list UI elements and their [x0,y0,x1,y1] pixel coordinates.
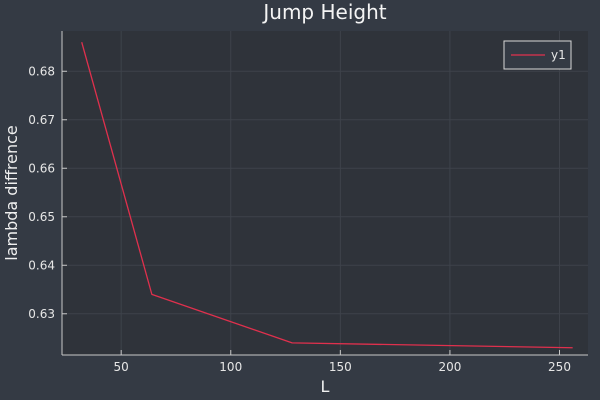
x-tick-label: 200 [438,360,461,374]
x-tick-label: 100 [219,360,242,374]
y-tick-label: 0.68 [28,64,55,78]
series [81,41,573,349]
y-axis-label: lambda diffrence [2,125,21,261]
tick-labels: 50 100 150 200 250 0.63 0.64 0.65 0.66 0.67 0.68 [28,64,571,374]
y-tick-label: 0.63 [28,307,55,321]
x-tick-label: 150 [329,360,352,374]
plot-area [62,31,588,355]
axes [61,31,588,356]
series-line-y1 [81,41,573,349]
x-axis-label: L [321,377,330,396]
legend: y1 [503,40,572,70]
x-tick-label: 50 [114,360,129,374]
chart-title: Jump Height [261,0,386,24]
y-tick-label: 0.66 [28,161,55,175]
grid [62,31,588,355]
y-tick-label: 0.65 [28,210,55,224]
y-tick-label: 0.64 [28,258,55,272]
legend-label-y1: y1 [551,48,566,62]
y-tick-label: 0.67 [28,113,55,127]
x-tick-label: 250 [548,360,571,374]
